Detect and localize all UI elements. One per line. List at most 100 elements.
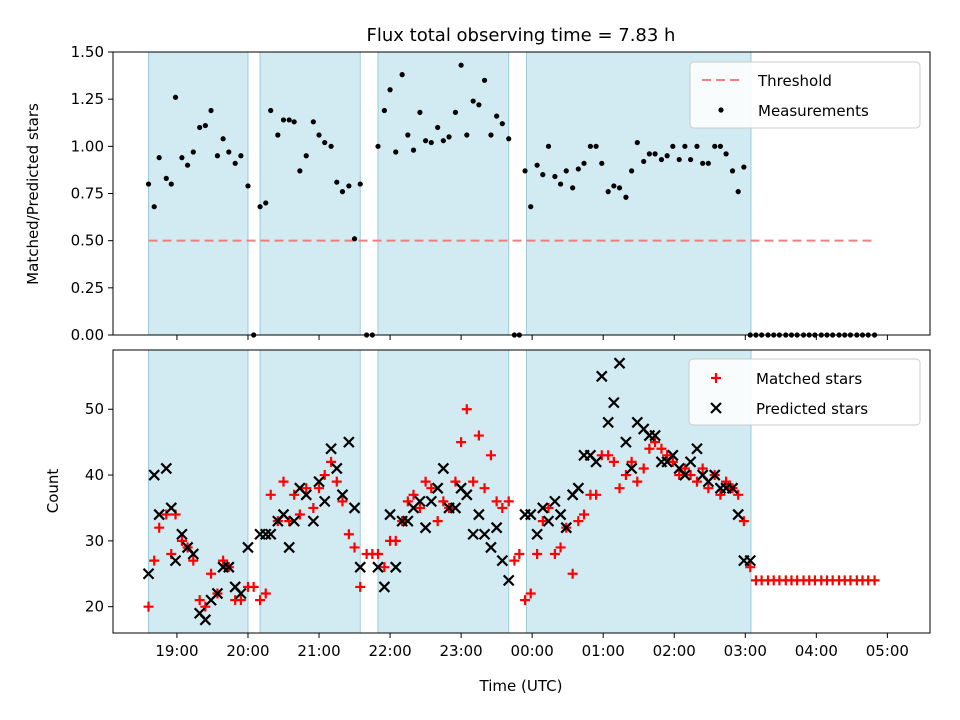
matched-star-point	[691, 476, 702, 487]
measurement-point	[220, 136, 226, 142]
predicted-star-point	[372, 561, 384, 573]
predicted-star-point	[572, 482, 585, 494]
predicted-star-point	[467, 528, 479, 541]
matched-star-point	[143, 601, 154, 612]
predicted-star-point	[726, 482, 739, 494]
measurement-point	[310, 119, 316, 125]
bottom-y-axis-label: Count	[44, 469, 62, 514]
predicted-star-point	[691, 442, 703, 455]
measurement-point	[263, 200, 269, 206]
x-axis-label: Time (UTC)	[479, 677, 563, 695]
legend-threshold-label: Threshold	[757, 72, 832, 90]
matched-star-point	[402, 496, 413, 507]
top-y-axis-label: Matched/Predicted stars	[24, 103, 42, 285]
matched-star-point	[491, 496, 502, 507]
predicted-star-point	[431, 482, 444, 494]
matched-star-point	[485, 450, 496, 461]
predicted-star-point	[502, 574, 515, 587]
predicted-star-point	[744, 554, 757, 567]
matched-star-point	[608, 456, 619, 467]
predicted-star-point	[732, 508, 744, 521]
measurement-point	[552, 173, 558, 180]
matched-star-point	[314, 483, 325, 494]
measurement-point	[676, 156, 682, 163]
matched-star-point	[543, 502, 554, 513]
matched-star-point	[265, 489, 276, 500]
measurement-point	[522, 168, 528, 174]
predicted-star-point	[478, 528, 491, 541]
matched-star-point	[289, 489, 300, 500]
matched-star-point	[537, 516, 548, 527]
predicted-star-point	[419, 521, 432, 534]
predicted-star-point	[288, 515, 300, 527]
predicted-star-point	[176, 528, 188, 541]
matched-star-point	[450, 476, 461, 487]
measurement-point	[652, 151, 658, 157]
measurement-point	[540, 172, 546, 178]
measurement-point	[190, 149, 196, 155]
y-tick-label: 50	[85, 400, 104, 418]
y-tick-label: 0.50	[71, 232, 104, 250]
matched-star-point	[206, 568, 217, 579]
legend-predicted-swatch	[710, 402, 722, 414]
matched-star-point	[662, 450, 673, 461]
matched-star-point	[149, 555, 160, 566]
measurement-point	[328, 143, 334, 149]
predicted-star-point	[148, 469, 160, 481]
matched-star-point	[573, 516, 584, 527]
measurement-point	[393, 149, 399, 155]
matched-star-point	[745, 562, 756, 573]
y-tick-label: 1.00	[71, 137, 104, 155]
matched-star-point	[632, 476, 643, 487]
measurement-point	[694, 143, 700, 149]
predicted-star-point	[343, 436, 355, 448]
measurement-point	[664, 153, 670, 159]
measurement-point	[226, 149, 232, 155]
matched-star-point	[414, 502, 425, 513]
measurement-point	[735, 189, 741, 195]
predicted-star-point	[596, 370, 608, 383]
matched-star-point	[456, 437, 467, 448]
matched-star-point	[319, 470, 330, 481]
predicted-star-point	[625, 462, 638, 475]
predicted-star-point	[496, 554, 509, 567]
matched-star-point	[255, 595, 266, 606]
matched-star-point	[733, 489, 744, 500]
measurement-point	[238, 153, 244, 159]
x-tick-label: 23:00	[439, 642, 482, 660]
measurement-point	[440, 138, 446, 144]
measurement-point	[723, 151, 729, 157]
predicted-star-point	[679, 469, 691, 481]
measurement-point	[156, 155, 162, 161]
measurement-point	[611, 183, 617, 189]
measurement-point	[184, 162, 191, 168]
matched-star-point	[520, 595, 531, 606]
predicted-star-point	[425, 495, 438, 508]
predicted-star-point	[235, 587, 247, 600]
measurement-point	[322, 139, 328, 146]
matched-star-point	[326, 456, 337, 467]
predicted-star-point	[708, 469, 721, 481]
matched-star-point	[738, 516, 749, 527]
measurement-point	[151, 204, 157, 210]
measurement-point	[375, 143, 381, 149]
predicted-star-point	[613, 357, 626, 369]
measurement-point	[387, 87, 393, 93]
matched-star-point	[218, 555, 229, 566]
predicted-star-point	[313, 475, 325, 488]
matched-star-point	[426, 483, 437, 494]
y-tick-label: 40	[85, 466, 104, 484]
predicted-star-point	[283, 541, 295, 554]
matched-star-point	[355, 581, 366, 592]
x-tick-label: 19:00	[155, 642, 198, 660]
predicted-star-point	[524, 508, 537, 521]
measurement-point	[410, 147, 417, 153]
matched-star-point	[349, 542, 360, 553]
observing-interval-band	[377, 51, 510, 336]
predicted-star-point	[348, 502, 361, 514]
matched-star-point	[294, 509, 305, 520]
predicted-star-point	[485, 541, 497, 554]
predicted-star-point	[560, 521, 573, 534]
measurement-point	[257, 204, 263, 210]
